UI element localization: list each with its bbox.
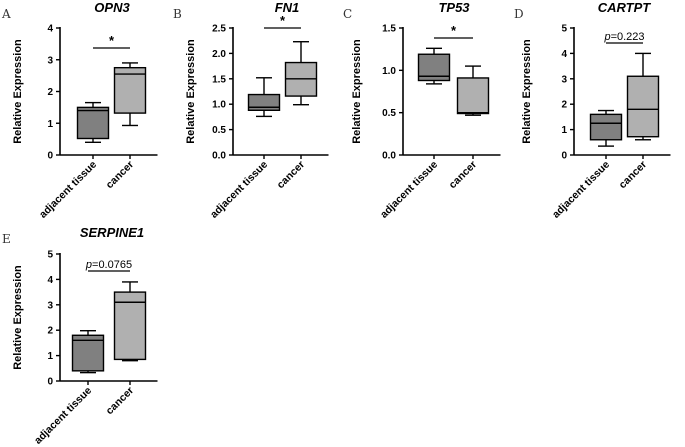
y-tick-label: 4	[561, 49, 567, 60]
x-tick-label: adjacent tissue	[378, 159, 440, 221]
significance-star: *	[451, 23, 457, 38]
chart-panel-B: B FN1 Relative Expression 0.0 0.5 1.0 1.5 2.0 2.…	[173, 0, 329, 221]
chart-title: OPN3	[94, 0, 130, 15]
panel-label: D	[514, 7, 524, 21]
y-tick-label: 2	[561, 100, 567, 111]
p-symbol: p	[85, 259, 92, 271]
chart-panel-D: D CARTPT Relative Expression 0 1 2 3 4 5 adjacent…	[514, 0, 671, 221]
x-tick-label: cancer	[275, 159, 307, 191]
y-tick-label: 0.5	[212, 125, 226, 136]
x-tick-label: cancer	[447, 159, 479, 191]
p-value: =0.223	[611, 31, 645, 43]
x-tick-label: cancer	[104, 159, 136, 191]
y-tick-label: 1.5	[382, 24, 396, 35]
y-tick-label: 1.5	[212, 74, 226, 85]
y-tick-label: 0.0	[382, 151, 396, 162]
chart-title: TP53	[438, 0, 470, 15]
x-tick-label: adjacent tissue	[37, 159, 99, 221]
box-adjacent-tissue	[76, 106, 110, 140]
box-adjacent-tissue	[71, 334, 105, 372]
box-cancer	[113, 291, 147, 361]
significance-p-value: p=0.223	[603, 31, 644, 43]
y-tick-label: 0.5	[382, 108, 396, 119]
y-tick-label: 3	[47, 300, 53, 311]
significance-star: *	[280, 13, 286, 28]
y-tick-label: 3	[561, 74, 567, 85]
significance-star: *	[109, 33, 115, 48]
y-tick-label: 1	[561, 125, 567, 136]
y-tick-label: 1	[47, 119, 53, 130]
x-tick-label: cancer	[617, 159, 649, 191]
x-tick-label: adjacent tissue	[32, 385, 94, 447]
y-tick-label: 1.0	[212, 100, 226, 111]
y-tick-label: 0	[47, 151, 53, 162]
y-tick-label: 0	[47, 377, 53, 388]
panel-label: E	[2, 232, 11, 246]
chart-panel-E: E SERPINE1 Relative Expression 0 1 2 3 4 5 adjace…	[2, 225, 158, 447]
x-tick-label: cancer	[104, 385, 136, 417]
box-cancer	[626, 75, 660, 138]
y-tick-label: 2	[47, 326, 53, 337]
y-tick-label: 2.5	[212, 24, 226, 35]
y-tick-label: 3	[47, 55, 53, 66]
chart-title: FN1	[275, 0, 300, 15]
significance-p-value: p=0.0765	[85, 259, 132, 271]
y-tick-label: 4	[47, 275, 53, 286]
y-axis-title: Relative Expression	[351, 39, 363, 144]
panel-label: B	[173, 7, 182, 21]
y-tick-label: 0	[561, 151, 567, 162]
y-tick-label: 1	[47, 351, 53, 362]
y-tick-label: 0.0	[212, 151, 226, 162]
p-value: =0.0765	[92, 259, 132, 271]
chart-title: CARTPT	[598, 0, 652, 15]
chart-title: SERPINE1	[80, 225, 144, 240]
y-tick-label: 5	[47, 250, 53, 261]
chart-panel-C: C TP53 Relative Expression 0.0 0.5 1.0 1.5 adja…	[343, 0, 501, 221]
panel-label: A	[1, 7, 11, 21]
y-tick-label: 2	[47, 87, 53, 98]
box-adjacent-tissue	[247, 93, 281, 111]
x-tick-label: adjacent tissue	[208, 159, 270, 221]
panel-label: C	[343, 7, 352, 21]
y-axis-title: Relative Expression	[185, 39, 197, 144]
box-adjacent-tissue	[589, 113, 623, 141]
y-axis-title: Relative Expression	[521, 39, 533, 144]
chart-panel-A: A OPN3 Relative Expression 0 1 2 3 4 adjacent ti…	[1, 0, 158, 221]
box-cancer	[113, 66, 147, 114]
x-tick-label: adjacent tissue	[550, 159, 612, 221]
p-symbol: p	[603, 31, 610, 43]
y-tick-label: 5	[561, 24, 567, 35]
box-cancer	[456, 77, 490, 115]
y-tick-label: 1.0	[382, 66, 396, 77]
y-axis-title: Relative Expression	[12, 39, 24, 144]
y-tick-label: 2.0	[212, 49, 226, 60]
y-axis-title: Relative Expression	[12, 265, 24, 370]
y-tick-label: 4	[47, 24, 53, 35]
